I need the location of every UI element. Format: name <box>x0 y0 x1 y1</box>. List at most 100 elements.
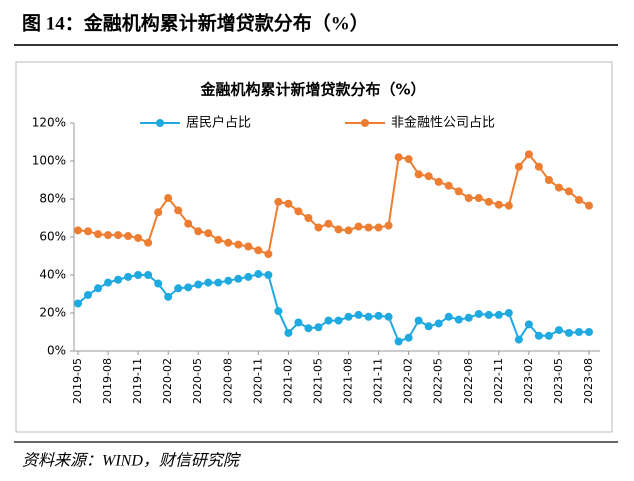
series-point <box>394 153 403 162</box>
series-point <box>554 326 563 335</box>
series-point <box>154 208 163 217</box>
x-tick-label: 2019-05 <box>71 358 84 404</box>
series-point <box>504 201 513 210</box>
series-point <box>464 313 473 322</box>
series-point <box>534 162 543 171</box>
series-point <box>404 333 413 342</box>
series-point <box>585 328 593 336</box>
series-point <box>444 312 453 321</box>
series-point <box>174 284 183 293</box>
series-point <box>364 223 373 232</box>
x-tick-label: 2023-08 <box>582 358 595 404</box>
series-point <box>374 223 383 232</box>
series-point <box>124 232 133 241</box>
series-point <box>154 279 163 288</box>
series-point <box>174 206 183 215</box>
series-point <box>254 270 263 279</box>
series-point <box>434 177 443 186</box>
series-point <box>294 318 303 327</box>
series-point <box>585 201 593 210</box>
x-tick-label: 2022-02 <box>402 358 415 404</box>
series-point <box>474 194 483 203</box>
series-point <box>484 197 493 206</box>
series-point <box>304 214 313 222</box>
x-tick-label: 2022-08 <box>462 358 475 404</box>
series-point <box>234 274 243 283</box>
series-point <box>134 271 143 279</box>
series-point <box>314 223 323 232</box>
series-point <box>284 328 293 337</box>
series-point <box>204 278 213 287</box>
y-tick-label: 20% <box>39 306 66 320</box>
series-point <box>494 310 503 319</box>
series-point <box>424 322 433 331</box>
x-tick-label: 2021-11 <box>372 358 385 404</box>
source-note: 资料来源：WIND，财信研究院 <box>22 452 242 470</box>
series-point <box>194 227 203 236</box>
series-point <box>574 195 583 204</box>
series-point <box>184 219 193 228</box>
series-point <box>84 227 93 236</box>
series-point <box>274 197 283 206</box>
series-point <box>474 309 483 318</box>
series-point <box>524 150 533 159</box>
series-point <box>134 233 143 242</box>
series-point <box>574 328 583 336</box>
series-point <box>94 284 103 293</box>
series-point <box>524 320 533 329</box>
series-point <box>334 225 343 234</box>
series-point <box>264 271 273 279</box>
series-point <box>244 242 253 251</box>
series-point <box>514 162 523 171</box>
series-point <box>534 331 543 340</box>
series-point <box>184 283 193 292</box>
x-tick-label: 2019-08 <box>101 358 114 404</box>
series-point <box>354 222 363 231</box>
series-point <box>564 328 573 337</box>
series-point <box>194 280 203 289</box>
series-point <box>384 221 393 230</box>
legend-swatch-marker <box>361 119 369 127</box>
series-point <box>444 181 453 190</box>
x-tick-label: 2020-11 <box>251 358 264 404</box>
series-point <box>264 250 273 259</box>
series-point <box>424 172 433 181</box>
legend-label: 非金融性公司占比 <box>391 115 495 131</box>
series-point <box>544 176 553 184</box>
x-tick-label: 2019-11 <box>131 358 144 404</box>
series-point <box>464 194 473 203</box>
series-point <box>144 271 153 279</box>
series-point <box>544 331 553 340</box>
series-point <box>234 240 243 249</box>
series-point <box>454 315 463 324</box>
legend-label: 居民户占比 <box>186 115 251 131</box>
series-point <box>224 238 233 247</box>
series-point <box>434 319 443 328</box>
x-tick-label: 2021-02 <box>281 358 294 404</box>
series-line <box>77 273 589 343</box>
legend-swatch-marker <box>156 119 164 127</box>
series-point <box>314 323 323 332</box>
x-tick-label: 2023-05 <box>552 358 565 404</box>
series-point <box>294 207 303 216</box>
y-tick-label: 100% <box>32 154 66 168</box>
y-tick-label: 40% <box>39 268 66 282</box>
series-point <box>164 292 173 301</box>
series-point <box>324 219 333 228</box>
series-point <box>454 187 463 196</box>
x-tick-label: 2020-02 <box>161 358 174 404</box>
series-point <box>374 311 383 320</box>
chart-frame <box>15 61 613 433</box>
x-tick-label: 2021-08 <box>342 358 355 404</box>
series-point <box>354 310 363 319</box>
x-tick-label: 2022-05 <box>432 358 445 404</box>
series-point <box>244 272 253 281</box>
series-point <box>114 231 123 240</box>
series-point <box>114 275 123 284</box>
series-point <box>334 316 343 325</box>
x-tick-label: 2021-05 <box>311 358 324 404</box>
series-point <box>344 312 353 321</box>
series-point <box>414 170 423 179</box>
y-tick-label: 60% <box>39 230 66 244</box>
